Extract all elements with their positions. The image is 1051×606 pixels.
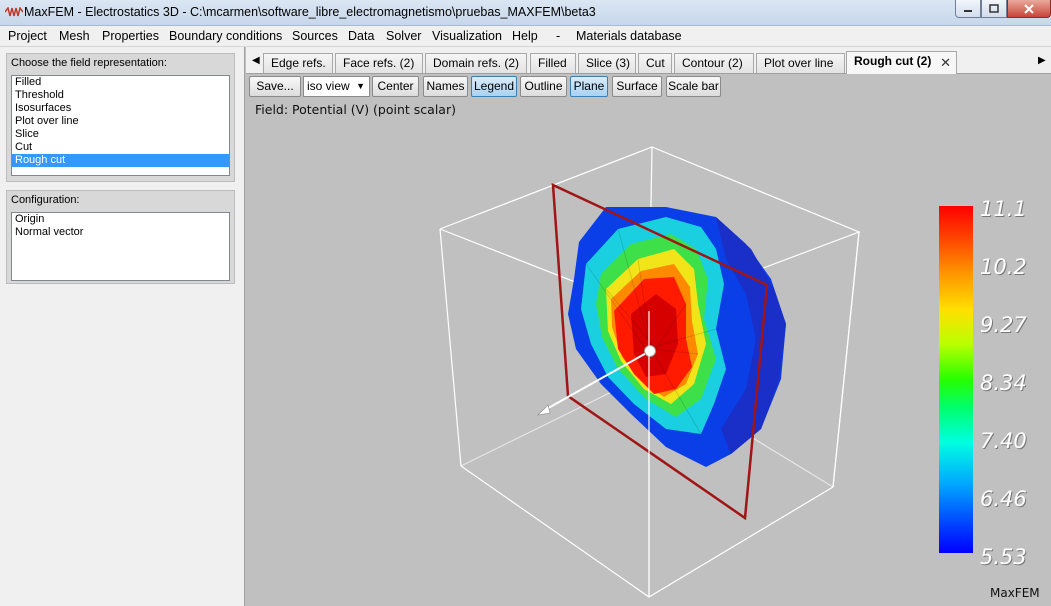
menu-materials-database[interactable]: Materials database bbox=[576, 29, 682, 43]
render-viewport[interactable]: Field: Potential (V) (point scalar) 11.1… bbox=[246, 99, 1051, 606]
cutting-plane[interactable] bbox=[551, 182, 769, 521]
maximize-button[interactable] bbox=[981, 0, 1007, 18]
outline-button[interactable]: Outline bbox=[520, 76, 567, 97]
center-button[interactable]: Center bbox=[372, 76, 419, 97]
field-representation-group: Choose the field representation: Filled … bbox=[6, 53, 235, 182]
legend-tick-label: 8.34 bbox=[980, 371, 1027, 395]
tab-label: Face refs. (2) bbox=[343, 56, 415, 70]
close-icon bbox=[1024, 3, 1034, 14]
legend-tick-label: 7.40 bbox=[980, 429, 1027, 453]
menu-project[interactable]: Project bbox=[8, 29, 47, 43]
legend-button[interactable]: Legend bbox=[471, 76, 517, 97]
configuration-group: Configuration: Origin Normal vector bbox=[6, 190, 235, 284]
legend-tick-label: 10.2 bbox=[980, 255, 1027, 279]
list-item-rough-cut[interactable]: Rough cut bbox=[12, 154, 229, 167]
tab-domain-refs[interactable]: Domain refs. (2) bbox=[425, 53, 527, 73]
legend-tick-label: 6.46 bbox=[980, 487, 1027, 511]
names-button[interactable]: Names bbox=[423, 76, 468, 97]
view-toolbar: Save... iso view ▼ Center Names Legend O… bbox=[246, 74, 1051, 99]
origin-handle[interactable] bbox=[644, 345, 656, 357]
scale-bar-button[interactable]: Scale bar bbox=[666, 76, 721, 97]
save-button[interactable]: Save... bbox=[249, 76, 301, 97]
legend-tick-label: 5.53 bbox=[980, 545, 1027, 569]
color-legend-bar bbox=[939, 206, 973, 553]
maximize-icon bbox=[989, 4, 999, 13]
list-item-plot-over-line[interactable]: Plot over line bbox=[15, 115, 79, 127]
outline-front bbox=[648, 231, 860, 597]
tab-edge-refs[interactable]: Edge refs. bbox=[263, 53, 333, 73]
field-representation-list[interactable]: Filled Threshold Isosurfaces Plot over l… bbox=[11, 75, 230, 176]
tab-face-refs[interactable]: Face refs. (2) bbox=[335, 53, 423, 73]
tab-label: Slice (3) bbox=[586, 56, 631, 70]
menu-solver[interactable]: Solver bbox=[386, 29, 422, 43]
menu-data[interactable]: Data bbox=[348, 29, 375, 43]
configuration-label: Configuration: bbox=[11, 194, 80, 206]
left-panel: Choose the field representation: Filled … bbox=[0, 47, 245, 606]
minimize-button[interactable] bbox=[955, 0, 981, 18]
brand-watermark: MaxFEM bbox=[990, 586, 1040, 600]
view-select-value: iso view bbox=[307, 79, 350, 93]
scene-3d[interactable] bbox=[246, 99, 1051, 606]
tab-scroll-left-icon[interactable]: ◀ bbox=[252, 55, 260, 66]
legend-tick-label: 9.27 bbox=[980, 313, 1027, 337]
configuration-list[interactable]: Origin Normal vector bbox=[11, 212, 230, 281]
tab-bar: ◀ Edge refs. Face refs. (2) Domain refs.… bbox=[246, 47, 1051, 74]
tab-scroll-right-icon[interactable]: ▶ bbox=[1038, 55, 1046, 66]
menu-boundary-conditions[interactable]: Boundary conditions bbox=[169, 29, 283, 43]
tab-label: Contour (2) bbox=[682, 56, 743, 70]
list-item-isosurfaces[interactable]: Isosurfaces bbox=[15, 102, 72, 114]
list-item-cut[interactable]: Cut bbox=[15, 141, 33, 153]
tab-cut[interactable]: Cut bbox=[638, 53, 672, 73]
app-icon bbox=[5, 7, 23, 17]
field-label: Field: Potential (V) (point scalar) bbox=[255, 102, 456, 117]
menu-properties[interactable]: Properties bbox=[102, 29, 159, 43]
tab-label: Plot over line bbox=[764, 56, 834, 70]
chevron-down-icon: ▼ bbox=[356, 81, 365, 91]
list-item-slice[interactable]: Slice bbox=[15, 128, 39, 140]
tab-label: Domain refs. (2) bbox=[433, 56, 520, 70]
surface-button[interactable]: Surface bbox=[612, 76, 662, 97]
tab-contour[interactable]: Contour (2) bbox=[674, 53, 754, 73]
menu-help[interactable]: Help bbox=[512, 29, 538, 43]
minimize-icon bbox=[964, 9, 972, 12]
menu-mesh[interactable]: Mesh bbox=[59, 29, 90, 43]
tab-rough-cut[interactable]: Rough cut (2) ✕ bbox=[846, 51, 957, 74]
tab-label: Filled bbox=[538, 56, 567, 70]
normal-vector[interactable] bbox=[542, 350, 651, 412]
tab-filled[interactable]: Filled bbox=[530, 53, 576, 73]
plane-button[interactable]: Plane bbox=[570, 76, 608, 97]
list-item-filled[interactable]: Filled bbox=[15, 76, 42, 88]
menu-visualization[interactable]: Visualization bbox=[432, 29, 502, 43]
title-bar: MaxFEM - Electrostatics 3D - C:\mcarmen\… bbox=[0, 0, 1051, 26]
normal-arrow-icon bbox=[537, 404, 551, 416]
tab-label: Edge refs. bbox=[271, 56, 326, 70]
window-title: MaxFEM - Electrostatics 3D - C:\mcarmen\… bbox=[24, 5, 596, 19]
list-item-threshold[interactable]: Threshold bbox=[15, 89, 64, 101]
tab-label: Cut bbox=[646, 56, 665, 70]
list-item-origin[interactable]: Origin bbox=[15, 213, 45, 225]
close-tab-icon[interactable]: ✕ bbox=[940, 55, 951, 70]
list-item-normal-vector[interactable]: Normal vector bbox=[15, 226, 84, 238]
tab-slice[interactable]: Slice (3) bbox=[578, 53, 636, 73]
menu-bar: Project Mesh Properties Boundary conditi… bbox=[0, 26, 1051, 47]
legend-tick-label: 11.1 bbox=[980, 197, 1027, 221]
tab-label: Rough cut (2) bbox=[854, 54, 932, 68]
tab-plot-over-line[interactable]: Plot over line bbox=[756, 53, 845, 73]
menu-separator: - bbox=[556, 29, 561, 43]
view-select[interactable]: iso view ▼ bbox=[303, 76, 370, 97]
rough-cut-mesh bbox=[568, 207, 786, 467]
close-window-button[interactable] bbox=[1007, 0, 1051, 18]
field-representation-label: Choose the field representation: bbox=[11, 57, 167, 69]
menu-sources[interactable]: Sources bbox=[292, 29, 338, 43]
